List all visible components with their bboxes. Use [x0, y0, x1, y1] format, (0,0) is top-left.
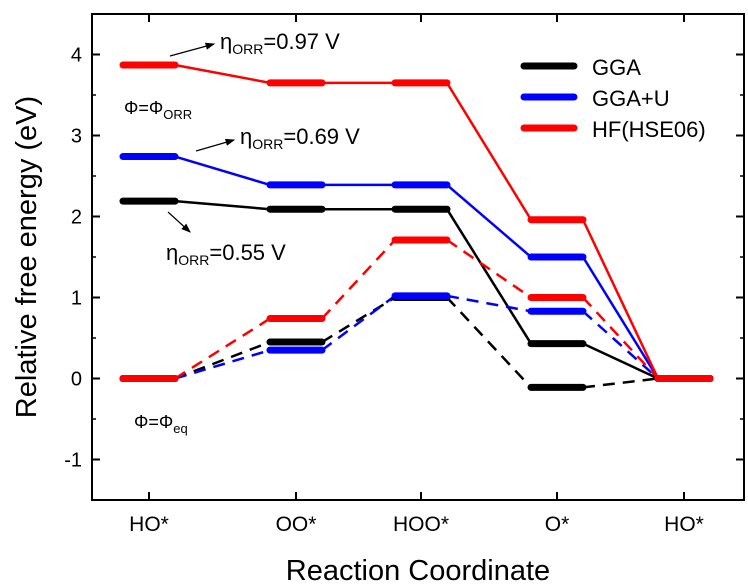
y-tick-label: 4 [71, 45, 82, 67]
annotation-eta-097: ηORR=0.97 V [169, 29, 340, 57]
y-tick-label: 1 [71, 288, 82, 310]
series-connector [174, 155, 271, 187]
svg-text:ηORR=0.69 V: ηORR=0.69 V [240, 124, 360, 152]
phi-orr-label: Φ=ΦORR [124, 98, 192, 122]
series-connector [582, 296, 659, 380]
x-tick-label: HOO* [393, 513, 449, 536]
series-connector [446, 183, 532, 258]
legend-label-hse06: HF(HSE06) [592, 117, 706, 142]
y-tick-label: 2 [71, 207, 82, 229]
series-connector [446, 294, 532, 313]
series-connector [582, 342, 659, 380]
series-connector [446, 238, 532, 299]
x-axis-label: Reaction Coordinate [286, 555, 550, 584]
series-connector [321, 239, 396, 320]
series-connector [174, 199, 271, 211]
series-connector [581, 219, 660, 380]
legend-label-gga-u: GGA+U [592, 86, 670, 111]
svg-text:ηORR=0.55 V: ηORR=0.55 V [166, 240, 286, 268]
y-tick-label: -1 [64, 450, 82, 472]
y-tick-label: 3 [71, 126, 82, 148]
svg-text:ηORR=0.97 V: ηORR=0.97 V [220, 29, 340, 57]
energy-levels [119, 61, 714, 391]
legend-label-gga: GGA [592, 55, 641, 80]
series-connector [582, 377, 659, 389]
phi-eq-label: Φ=Φeq [134, 412, 188, 436]
series-connector [581, 256, 660, 380]
series-connector [445, 82, 533, 221]
x-tick-label: HO* [664, 513, 704, 536]
series-connector [174, 348, 271, 380]
series-lines [174, 63, 660, 389]
series-connector [445, 208, 533, 345]
series-connector [446, 296, 532, 389]
y-axis-label: Relative free energy (eV) [11, 96, 43, 418]
y-tick-label: 0 [71, 369, 82, 391]
x-tick-label: OO* [276, 513, 317, 536]
series-connector [582, 310, 659, 380]
series-connector [321, 294, 396, 352]
annotation-eta-069: ηORR=0.69 V [195, 124, 360, 152]
series-connector [321, 296, 396, 344]
series-connector [174, 63, 271, 85]
axes: -1 0 1 2 3 4 HO* OO* HOO* O* HO* [64, 14, 744, 536]
series-connector [174, 340, 271, 380]
annotation-eta-055: ηORR=0.55 V [166, 211, 286, 268]
x-tick-label: O* [545, 513, 570, 536]
x-tick-label: HO* [129, 513, 169, 536]
legend: GGA GGA+U HF(HSE06) [520, 55, 706, 142]
